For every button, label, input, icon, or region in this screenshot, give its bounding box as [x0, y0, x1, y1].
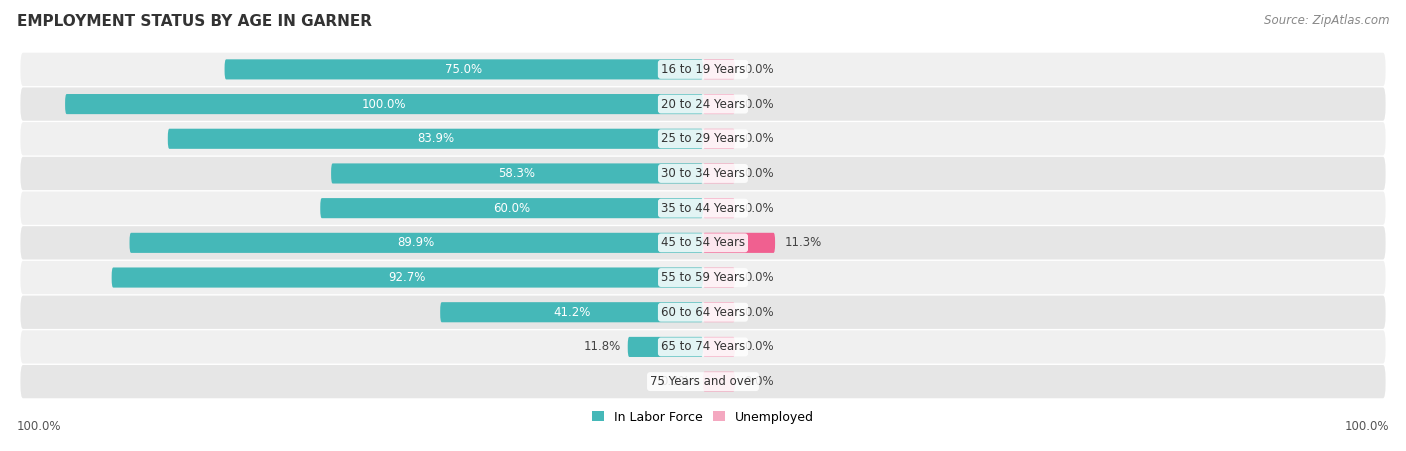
FancyBboxPatch shape — [703, 302, 735, 322]
FancyBboxPatch shape — [703, 129, 735, 149]
FancyBboxPatch shape — [21, 53, 1385, 86]
Text: 0.0%: 0.0% — [661, 375, 690, 388]
Text: 92.7%: 92.7% — [388, 271, 426, 284]
Text: 0.0%: 0.0% — [744, 63, 775, 76]
FancyBboxPatch shape — [65, 94, 703, 114]
Text: 0.0%: 0.0% — [744, 271, 775, 284]
Text: 11.3%: 11.3% — [785, 236, 823, 249]
FancyBboxPatch shape — [21, 87, 1385, 121]
Text: 89.9%: 89.9% — [398, 236, 434, 249]
FancyBboxPatch shape — [440, 302, 703, 322]
FancyBboxPatch shape — [703, 267, 735, 288]
FancyBboxPatch shape — [21, 295, 1385, 329]
Text: 100.0%: 100.0% — [1344, 420, 1389, 433]
Text: 45 to 54 Years: 45 to 54 Years — [661, 236, 745, 249]
Text: 0.0%: 0.0% — [744, 375, 775, 388]
FancyBboxPatch shape — [703, 337, 735, 357]
Text: 35 to 44 Years: 35 to 44 Years — [661, 202, 745, 215]
Text: 75.0%: 75.0% — [446, 63, 482, 76]
Text: 100.0%: 100.0% — [361, 97, 406, 110]
FancyBboxPatch shape — [21, 261, 1385, 294]
Text: 60 to 64 Years: 60 to 64 Years — [661, 306, 745, 319]
Legend: In Labor Force, Unemployed: In Labor Force, Unemployed — [586, 405, 820, 428]
FancyBboxPatch shape — [703, 233, 775, 253]
FancyBboxPatch shape — [703, 163, 735, 184]
Text: 0.0%: 0.0% — [744, 132, 775, 145]
FancyBboxPatch shape — [129, 233, 703, 253]
FancyBboxPatch shape — [21, 122, 1385, 156]
FancyBboxPatch shape — [330, 163, 703, 184]
Text: 0.0%: 0.0% — [744, 306, 775, 319]
FancyBboxPatch shape — [167, 129, 703, 149]
Text: 30 to 34 Years: 30 to 34 Years — [661, 167, 745, 180]
Text: 55 to 59 Years: 55 to 59 Years — [661, 271, 745, 284]
FancyBboxPatch shape — [703, 198, 735, 218]
Text: 20 to 24 Years: 20 to 24 Years — [661, 97, 745, 110]
FancyBboxPatch shape — [21, 157, 1385, 190]
Text: EMPLOYMENT STATUS BY AGE IN GARNER: EMPLOYMENT STATUS BY AGE IN GARNER — [17, 14, 371, 28]
FancyBboxPatch shape — [111, 267, 703, 288]
Text: 16 to 19 Years: 16 to 19 Years — [661, 63, 745, 76]
FancyBboxPatch shape — [21, 365, 1385, 398]
FancyBboxPatch shape — [627, 337, 703, 357]
Text: 83.9%: 83.9% — [416, 132, 454, 145]
Text: 0.0%: 0.0% — [744, 167, 775, 180]
Text: Source: ZipAtlas.com: Source: ZipAtlas.com — [1264, 14, 1389, 27]
FancyBboxPatch shape — [703, 60, 735, 79]
FancyBboxPatch shape — [21, 226, 1385, 259]
FancyBboxPatch shape — [21, 330, 1385, 364]
Text: 65 to 74 Years: 65 to 74 Years — [661, 341, 745, 354]
Text: 41.2%: 41.2% — [553, 306, 591, 319]
FancyBboxPatch shape — [21, 192, 1385, 225]
FancyBboxPatch shape — [225, 60, 703, 79]
Text: 58.3%: 58.3% — [499, 167, 536, 180]
Text: 100.0%: 100.0% — [17, 420, 62, 433]
Text: 0.0%: 0.0% — [744, 341, 775, 354]
FancyBboxPatch shape — [703, 94, 735, 114]
Text: 75 Years and over: 75 Years and over — [650, 375, 756, 388]
Text: 0.0%: 0.0% — [744, 202, 775, 215]
Text: 25 to 29 Years: 25 to 29 Years — [661, 132, 745, 145]
Text: 0.0%: 0.0% — [744, 97, 775, 110]
Text: 11.8%: 11.8% — [583, 341, 621, 354]
Text: 60.0%: 60.0% — [494, 202, 530, 215]
FancyBboxPatch shape — [703, 372, 735, 391]
FancyBboxPatch shape — [321, 198, 703, 218]
